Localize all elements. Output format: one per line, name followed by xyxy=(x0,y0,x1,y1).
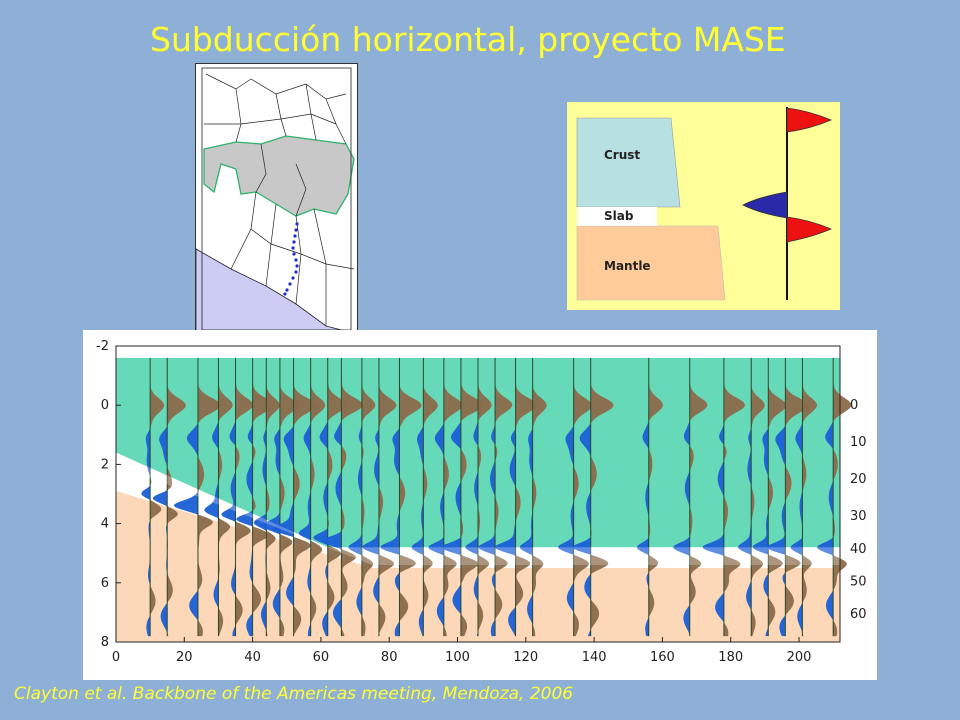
trace-positive xyxy=(310,357,326,637)
receiver-function-section: 0 20 40 60 80 100 120 140 160 180 200 -2 0 2 4 6 8 0 10 20 3… xyxy=(83,330,877,680)
trace-positive xyxy=(751,357,765,637)
trace-positive xyxy=(266,357,280,637)
negative-pulse xyxy=(742,191,788,219)
y-tick-label: 2 xyxy=(101,457,109,472)
x-tick-label: 60 xyxy=(313,650,330,665)
trace-positive xyxy=(361,357,376,637)
trace-positive xyxy=(218,357,233,637)
trace-negative xyxy=(428,357,444,637)
volcanic-belt xyxy=(203,135,355,217)
trace-negative xyxy=(441,357,461,637)
y-tick-label: 6 xyxy=(101,576,109,591)
legend-figure: Crust Slab Mantle xyxy=(576,107,833,301)
trace-positive xyxy=(689,357,708,637)
positive-pulse-top xyxy=(786,107,833,133)
trace-positive xyxy=(833,357,852,637)
trace-negative xyxy=(519,357,533,637)
citation-caption: Clayton et al. Backbone of the Americas … xyxy=(14,684,574,704)
trace-positive xyxy=(443,357,463,637)
trace-positive xyxy=(378,357,397,637)
crust-label: Crust xyxy=(604,148,640,162)
x-tick-label: 80 xyxy=(381,650,398,665)
station-line xyxy=(283,222,299,296)
trace-positive xyxy=(785,357,809,637)
trace-positive xyxy=(478,357,492,637)
trace-positive xyxy=(399,357,422,637)
slab-block xyxy=(577,207,657,226)
trace-negative xyxy=(152,357,168,637)
trace-negative xyxy=(253,357,267,637)
trace-negative xyxy=(204,357,219,637)
x-tick-label: 20 xyxy=(176,650,193,665)
trace-negative xyxy=(321,357,342,637)
trace-positive xyxy=(235,357,254,637)
station-map xyxy=(195,63,358,335)
mantle-label: Mantle xyxy=(604,259,651,273)
trace-negative xyxy=(702,357,724,637)
trace-positive xyxy=(495,357,513,637)
trace-positive xyxy=(293,357,317,637)
depth-label: 20 xyxy=(850,472,867,487)
trace-positive xyxy=(590,357,614,637)
trace-positive xyxy=(460,357,484,637)
trace-positive xyxy=(723,357,746,637)
trace-positive xyxy=(167,357,186,637)
ocean xyxy=(195,248,358,335)
trace-positive xyxy=(648,357,663,637)
mantle-block xyxy=(576,225,726,301)
x-tick-label: 120 xyxy=(513,650,538,665)
y-tick-label: 8 xyxy=(101,635,109,650)
crust-block xyxy=(576,117,681,208)
positive-pulse-bottom xyxy=(786,216,833,243)
mantle-region xyxy=(116,491,840,642)
depth-label: 10 xyxy=(850,435,867,450)
trace-negative xyxy=(636,357,649,637)
slide-title: Subducción horizontal, proyecto MASE xyxy=(150,20,786,59)
section-figure: 0 20 40 60 80 100 120 140 160 180 200-202468010203… xyxy=(96,339,867,665)
slab-label: Slab xyxy=(604,209,634,223)
trace-positive xyxy=(802,357,817,637)
trace-negative xyxy=(348,357,362,637)
y-tick-label: 0 xyxy=(101,398,109,413)
x-tick-label: 140 xyxy=(582,650,607,665)
trace-negative xyxy=(465,357,478,637)
trace-positive xyxy=(279,357,298,637)
map-figure xyxy=(195,67,358,335)
trace-negative xyxy=(261,357,280,637)
x-tick-label: 180 xyxy=(718,650,743,665)
trace-positive xyxy=(197,357,221,637)
x-tick-label: 100 xyxy=(445,650,470,665)
trace-positive xyxy=(573,357,593,637)
trace-positive xyxy=(532,357,547,637)
slab-band xyxy=(116,452,840,566)
depth-label: 50 xyxy=(850,574,867,589)
depth-label: 30 xyxy=(850,509,867,524)
trace-negative xyxy=(313,357,328,637)
x-tick-label: 200 xyxy=(787,650,812,665)
trace-negative xyxy=(558,357,574,637)
depth-label: 0 xyxy=(850,398,858,413)
trace-negative xyxy=(173,357,198,637)
x-tick-label: 160 xyxy=(650,650,675,665)
x-tick-label: 0 xyxy=(112,650,120,665)
trace-positive xyxy=(768,357,787,637)
depth-label: 40 xyxy=(850,542,867,557)
trace-negative xyxy=(141,357,151,637)
trace-positive xyxy=(252,357,274,637)
trace-negative xyxy=(817,357,834,637)
trace-negative xyxy=(673,357,690,637)
structure-legend: Crust Slab Mantle xyxy=(567,102,840,310)
trace-positive xyxy=(515,357,537,637)
trace-positive xyxy=(327,357,347,637)
x-tick-label: 40 xyxy=(244,650,261,665)
trace-positive xyxy=(150,357,165,637)
plot-frame xyxy=(115,345,841,643)
trace-negative xyxy=(221,357,236,637)
trace-positive xyxy=(423,357,438,637)
trace-negative xyxy=(790,357,803,637)
y-tick-label: 4 xyxy=(101,517,109,532)
depth-label: 60 xyxy=(850,607,867,622)
state-borders xyxy=(204,73,355,326)
y-tick-label: -2 xyxy=(96,339,109,354)
